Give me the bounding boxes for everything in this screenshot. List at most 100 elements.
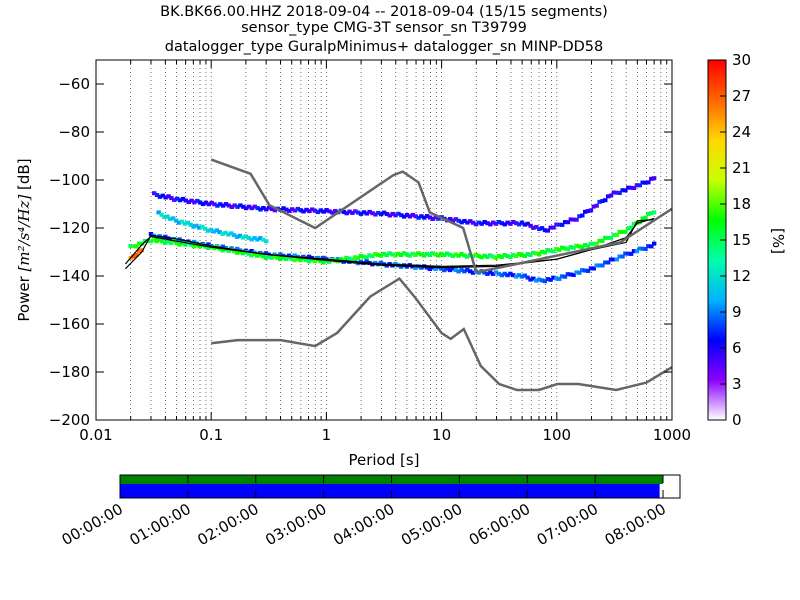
density-cell [419,214,424,219]
y-axis-ticks: −60 −80 −100 −120 −140 −160 −180 −200 [49,75,672,429]
density-cell [364,259,369,264]
density-cell [206,202,211,207]
density-cell [289,207,295,212]
density-cell [542,279,548,284]
density-cell [508,221,513,226]
density-cell [427,267,433,272]
density-cell [232,203,237,208]
density-cell [364,255,369,260]
density-cell [292,258,297,263]
density-cell [341,257,346,262]
density-cell [341,209,347,214]
density-cell [608,235,614,240]
colorbar-tick-label: 6 [732,339,742,357]
density-cell [295,206,301,211]
density-cell [528,223,533,228]
density-cell [488,253,493,258]
density-cell [356,210,361,215]
density-cell [367,209,372,214]
density-cell [252,252,257,257]
density-cell [200,202,206,207]
density-cell [562,246,568,251]
density-cell [617,254,622,259]
density-cell [525,252,530,257]
density-cell [465,267,470,272]
density-cell [617,229,622,234]
density-cell [557,247,562,252]
density-cell [508,271,513,276]
density-cell [603,235,608,240]
density-cell [536,252,542,257]
density-cell [263,251,269,256]
density-cell [502,253,507,258]
density-cell [234,234,240,239]
density-cell [312,208,318,213]
density-cell [404,213,410,218]
density-cell [166,236,171,241]
density-cell [223,202,229,207]
density-cell [611,190,617,195]
density-cell [289,256,294,261]
density-cell [249,253,254,258]
density-cell [197,225,202,230]
density-cell [183,198,188,203]
density-cell [324,208,329,213]
density-cell [444,266,450,271]
density-cell [376,210,381,215]
density-cell [597,238,602,243]
timeline-tick-label: 03:00:00 [262,500,329,549]
density-cell [485,254,490,259]
density-cell [358,253,363,258]
density-cell [180,239,185,244]
density-cell [220,244,226,249]
density-cell [246,235,251,240]
density-cell [183,242,188,247]
density-cell [640,180,645,185]
density-cell [537,227,542,232]
density-cell [450,254,456,259]
density-cell [479,255,484,260]
y-tick-label: −140 [49,267,90,285]
density-cell [620,188,625,193]
density-cell [562,220,568,225]
density-cell [174,241,179,246]
density-cell [614,190,619,195]
density-cell [292,208,298,213]
density-cell [159,212,164,217]
density-cell [614,257,619,262]
density-cell [433,252,438,257]
density-cell [200,224,205,229]
density-cell [192,200,197,205]
density-cell [577,214,582,219]
density-cell [439,251,444,256]
y-tick-label: −60 [58,75,90,93]
density-cell [594,263,599,268]
density-cell [588,241,594,246]
density-cell [255,237,260,242]
density-cell [514,221,519,226]
density-cell [205,228,211,233]
density-cell [171,216,176,221]
density-cell [381,210,387,215]
density-cell [534,224,539,229]
density-cell [321,260,326,265]
density-cell [226,232,231,237]
density-cell [539,249,545,254]
density-cell [237,233,243,238]
density-cell [240,251,246,256]
density-cell [303,257,309,262]
density-cell [252,236,257,241]
density-cell [295,256,300,261]
density-cell [234,250,240,255]
density-cell [421,253,427,258]
density-cell [508,255,513,260]
density-cell [522,254,527,259]
density-cell [258,207,263,212]
density-cell [554,247,559,252]
density-cell [623,188,628,193]
density-cell [226,203,232,208]
density-cell [614,232,619,237]
density-cell [287,208,292,213]
density-cell [326,259,332,264]
density-cell [384,212,390,217]
